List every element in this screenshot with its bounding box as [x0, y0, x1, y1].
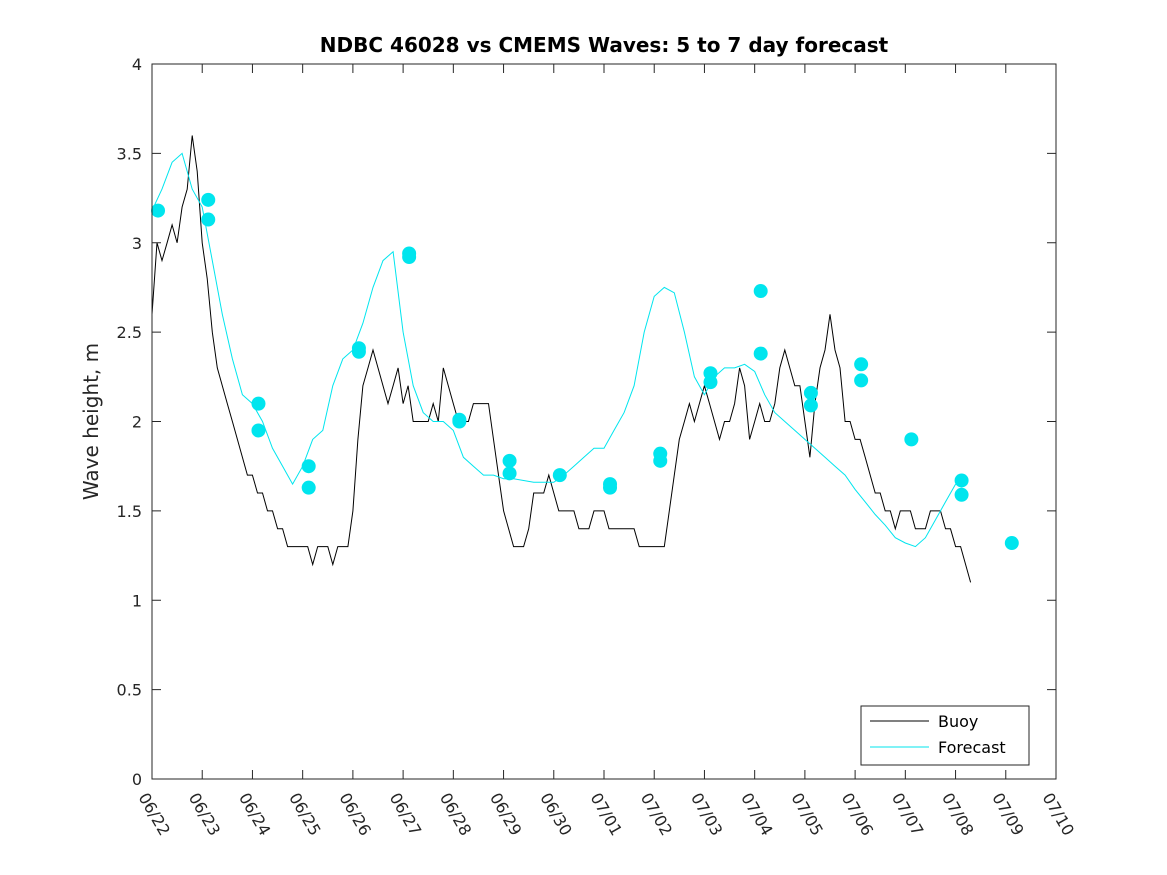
series-line-forecast: [151, 152, 957, 548]
x-tick-label: 07/07: [888, 790, 928, 839]
forecast-marker: [452, 414, 467, 429]
forecast-marker: [251, 423, 266, 438]
series-layer: [151, 135, 972, 583]
x-tick-label: 07/01: [587, 790, 627, 839]
forecast-marker: [552, 468, 567, 483]
forecast-marker: [351, 344, 366, 359]
forecast-marker: [803, 398, 818, 413]
forecast-markers: [151, 192, 1019, 551]
forecast-marker: [301, 480, 316, 495]
chart-title: NDBC 46028 vs CMEMS Waves: 5 to 7 day fo…: [320, 33, 889, 57]
y-tick-label: 3: [132, 234, 142, 253]
x-tick-label: 06/27: [386, 790, 426, 839]
forecast-marker: [803, 385, 818, 400]
x-tick-label: 06/28: [436, 790, 476, 839]
legend-label-forecast: Forecast: [938, 738, 1006, 757]
y-tick-label: 1.5: [117, 502, 142, 521]
y-tick-label: 3.5: [117, 144, 142, 163]
forecast-marker: [603, 480, 618, 495]
forecast-marker: [1004, 536, 1019, 551]
x-tick-label: 06/22: [135, 790, 175, 839]
x-tick-label: 07/06: [838, 790, 878, 839]
forecast-marker: [402, 250, 417, 265]
y-tick-label: 2.5: [117, 323, 142, 342]
legend-box: [860, 705, 1030, 766]
series-line-buoy: [151, 135, 972, 583]
y-tick-label: 4: [132, 55, 142, 74]
plot-area: [152, 64, 1056, 779]
forecast-marker: [954, 487, 969, 502]
x-tick-label: 06/30: [536, 790, 576, 839]
forecast-marker: [502, 453, 517, 468]
x-tick-label: 07/09: [988, 790, 1028, 839]
x-tick-label: 07/08: [938, 790, 978, 839]
x-tick-label: 06/23: [185, 790, 225, 839]
legend: Buoy Forecast: [860, 705, 1030, 766]
x-tick-label: 06/29: [486, 790, 526, 839]
y-tick-label: 0: [132, 770, 142, 789]
x-tick-label: 06/25: [285, 790, 325, 839]
x-tick-label: 06/26: [335, 790, 375, 839]
x-tick-label: 06/24: [235, 790, 275, 839]
legend-label-buoy: Buoy: [938, 712, 978, 731]
forecast-marker: [854, 373, 869, 388]
forecast-marker: [502, 466, 517, 481]
forecast-marker: [151, 203, 166, 218]
forecast-marker: [753, 346, 768, 361]
x-tick-label: 07/10: [1039, 790, 1079, 839]
forecast-marker: [854, 357, 869, 372]
forecast-marker: [301, 459, 316, 474]
x-tick-label: 07/04: [737, 790, 777, 839]
forecast-marker: [753, 284, 768, 299]
forecast-marker: [703, 375, 718, 390]
forecast-marker: [251, 396, 266, 411]
forecast-marker: [201, 192, 216, 207]
y-axis: 0 0.5 1 1.5 2 2.5 3 3.5 4: [117, 55, 1056, 789]
y-tick-label: 0.5: [117, 681, 142, 700]
y-tick-label: 2: [132, 413, 142, 432]
y-tick-label: 1: [132, 591, 142, 610]
forecast-marker: [904, 432, 919, 447]
forecast-marker: [201, 212, 216, 227]
x-tick-label: 07/05: [787, 790, 827, 839]
forecast-marker: [653, 453, 668, 468]
x-tick-label: 07/03: [687, 790, 727, 839]
y-axis-label: Wave height, m: [79, 343, 103, 500]
forecast-marker: [954, 473, 969, 488]
x-tick-label: 07/02: [637, 790, 677, 839]
